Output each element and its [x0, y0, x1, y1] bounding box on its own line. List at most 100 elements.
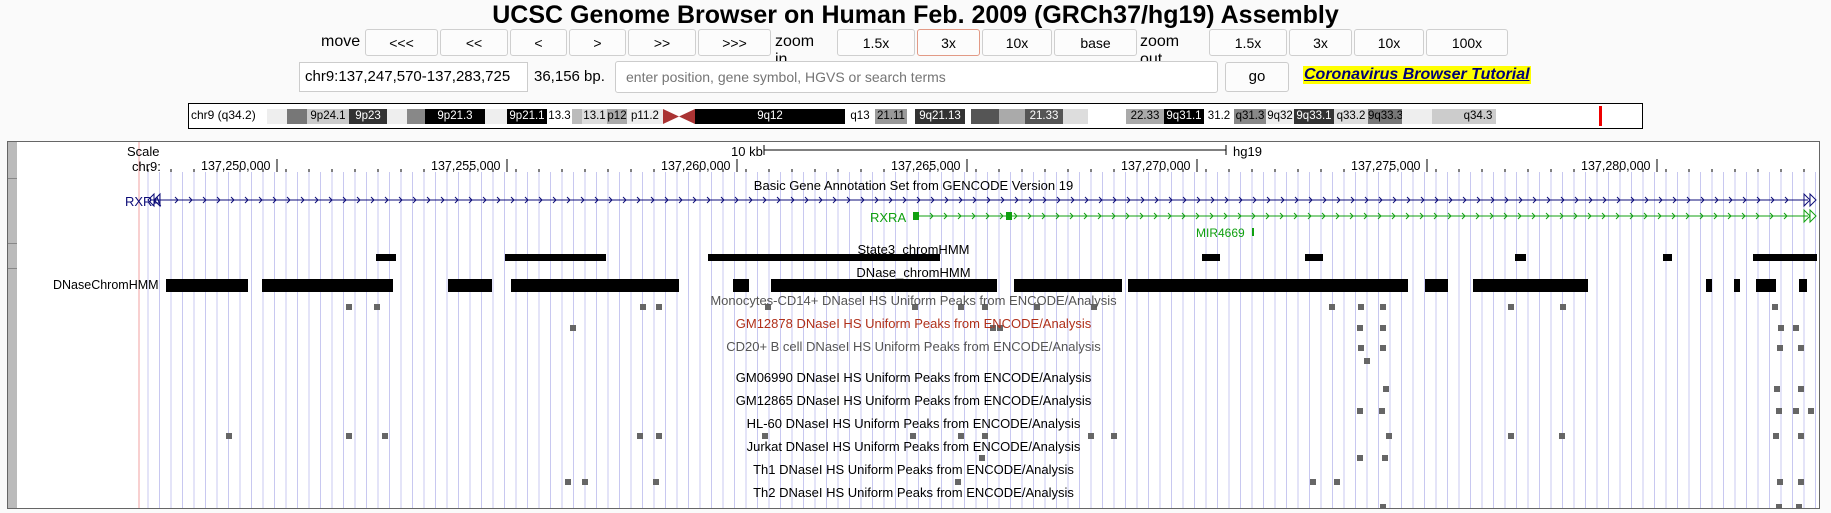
gene-strand-arrow — [1447, 212, 1452, 220]
dnase-track-title: DNase_chromHMM — [856, 265, 971, 280]
ideogram-band: q13 — [845, 109, 875, 124]
gene-strand-arrow — [958, 196, 963, 204]
zoom-out-100x-button[interactable]: 100x — [1426, 29, 1508, 56]
ideogram-band — [971, 109, 999, 124]
dnase-peak — [656, 304, 662, 310]
dnase-peak — [1776, 504, 1782, 508]
zoom-out-3x-button[interactable]: 3x — [1289, 29, 1352, 56]
track-button-dnase[interactable] — [8, 269, 17, 508]
gene-strand-arrow — [1181, 212, 1186, 220]
dnase-peak — [1559, 433, 1565, 439]
gene-strand-arrow — [957, 212, 962, 220]
gene-strand-arrow — [1083, 212, 1088, 220]
ideogram-band: 31.2 — [1204, 109, 1234, 124]
state3-segment — [1663, 254, 1672, 261]
dnase-peak — [582, 479, 588, 485]
move-right-2-button[interactable]: >> — [628, 29, 696, 56]
dnase-peak — [1334, 479, 1340, 485]
gene-strand-arrow — [1783, 212, 1788, 220]
gene-strand-arrow — [1168, 196, 1173, 204]
gene-strand-arrow — [538, 196, 543, 204]
gene-strand-arrow — [664, 196, 669, 204]
dnase-peak — [1034, 304, 1040, 310]
dnase-segment — [1473, 279, 1588, 292]
dnase-peak — [1380, 345, 1386, 351]
gene-end-marker — [1803, 208, 1811, 224]
zoom-out-10x-button[interactable]: 10x — [1354, 29, 1424, 56]
gene-rxra-variant-label[interactable]: RXRA — [870, 210, 907, 225]
ideogram-band: 9q31.1 — [1164, 109, 1204, 124]
gene-strand-arrow — [1671, 212, 1676, 220]
go-button[interactable]: go — [1225, 62, 1289, 92]
gene-strand-arrow — [202, 196, 207, 204]
move-right-button[interactable]: > — [569, 29, 626, 56]
move-left-button[interactable]: < — [510, 29, 567, 56]
gene-strand-arrow — [1741, 212, 1746, 220]
search-input[interactable] — [615, 61, 1218, 93]
gene-strand-arrow — [1224, 196, 1229, 204]
gene-strand-arrow — [1503, 212, 1508, 220]
gene-strand-arrow — [706, 196, 711, 204]
dnase-peak — [1798, 345, 1804, 351]
ideogram-band — [965, 109, 971, 124]
dnase-peak — [990, 325, 996, 331]
dnase-peak — [346, 433, 352, 439]
state3-segment — [1515, 254, 1526, 261]
gene-strand-arrow — [1602, 196, 1607, 204]
move-far-right-button[interactable]: >>> — [698, 29, 771, 56]
gene-rxra-label[interactable]: RXRA — [125, 194, 162, 209]
position-display[interactable]: chr9:137,247,570-137,283,725 — [299, 62, 528, 92]
ideogram-band — [1402, 109, 1432, 124]
gene-strand-arrow — [1713, 212, 1718, 220]
dnase-peak — [979, 455, 985, 461]
gene-strand-arrow — [1769, 212, 1774, 220]
dnase-peak — [1357, 325, 1363, 331]
gene-strand-arrow — [971, 212, 976, 220]
zoom-out-1-5x-button[interactable]: 1.5x — [1209, 29, 1287, 56]
dnase-peak — [1386, 433, 1392, 439]
gene-strand-arrow — [1237, 212, 1242, 220]
gene-strand-arrow — [580, 196, 585, 204]
gene-strand-arrow — [1097, 212, 1102, 220]
gene-strand-arrow — [818, 196, 823, 204]
gene-strand-arrow — [1574, 196, 1579, 204]
ideogram-band: q31.3 — [1234, 109, 1266, 124]
dnase-peak — [1777, 479, 1783, 485]
gene-strand-arrow — [1056, 196, 1061, 204]
zoom-in-3x-button[interactable]: 3x — [917, 29, 980, 56]
gene-strand-arrow — [216, 196, 221, 204]
gene-strand-arrow — [1531, 212, 1536, 220]
gene-strand-arrow — [1238, 196, 1243, 204]
gene-strand-arrow — [1126, 196, 1131, 204]
zoom-in-1-5x-button[interactable]: 1.5x — [837, 29, 915, 56]
gene-strand-arrow — [1223, 212, 1228, 220]
gene-strand-arrow — [1055, 212, 1060, 220]
gene-end-marker — [1809, 192, 1817, 208]
move-left-2-button[interactable]: << — [440, 29, 508, 56]
tick-label: 137,270,000 — [1121, 159, 1191, 173]
track-buttons[interactable] — [8, 142, 17, 508]
coronavirus-tutorial-link[interactable]: Coronavirus Browser Tutorial — [1303, 66, 1531, 84]
ideogram-band: 21.33 — [1025, 109, 1063, 124]
track-button-ruler[interactable] — [8, 142, 17, 179]
dnase-peak — [1091, 304, 1097, 310]
gene-strand-arrow — [1644, 196, 1649, 204]
track-button-state3[interactable] — [8, 244, 17, 269]
dnase-peak — [982, 433, 988, 439]
encode-track-title: Th1 DNaseI HS Uniform Peaks from ENCODE/… — [753, 462, 1074, 477]
track-image[interactable]: Scale chr9: 10 kb hg19 137,250,000 137,2… — [7, 141, 1820, 509]
dnase-peak — [653, 479, 659, 485]
chromosome-ideogram[interactable]: chr9 (q34.2) 9p24.1 9p23 9p21.3 9p21.1 13.3 1… — [188, 103, 1643, 129]
zoom-in-10x-button[interactable]: 10x — [982, 29, 1052, 56]
zoom-base-button[interactable]: base — [1054, 29, 1137, 56]
gene-strand-arrow — [1153, 212, 1158, 220]
tick-label: 137,260,000 — [661, 159, 731, 173]
encode-track-title: GM12865 DNaseI HS Uniform Peaks from ENC… — [735, 393, 1092, 408]
gene-strand-arrow — [1139, 212, 1144, 220]
dnase-peak — [1798, 479, 1804, 485]
track-button-gencode[interactable] — [8, 179, 17, 244]
gene-strand-arrow — [1252, 196, 1257, 204]
ideogram-band: 13.3 — [547, 109, 572, 124]
gene-mir4669-label[interactable]: MIR4669 — [1196, 226, 1245, 240]
move-far-left-button[interactable]: <<< — [365, 29, 438, 56]
